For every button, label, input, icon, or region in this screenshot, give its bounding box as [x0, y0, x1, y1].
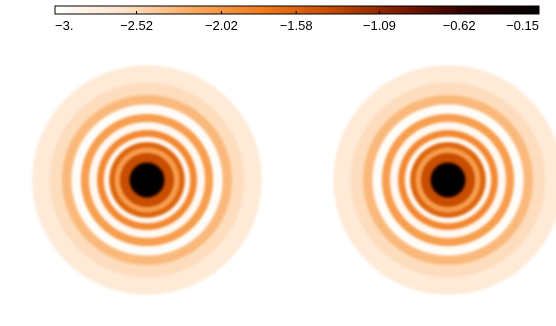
colorbar-tick-label: −1.09: [363, 18, 396, 33]
heatmap-peak: [434, 166, 462, 194]
colorbar-tick-label: −1.58: [280, 18, 313, 33]
colorbar-tick-label: −3.: [55, 18, 73, 33]
heatmap-panel-right: [313, 45, 556, 315]
colorbar-ticks: [54, 11, 540, 14]
colorbar-tick-label: −0.15: [506, 18, 539, 33]
colorbar-tick-label: −0.62: [443, 18, 476, 33]
colorbar-tick-label: −2.52: [120, 18, 153, 33]
colorbar-tick-label: −2.02: [205, 18, 238, 33]
colorbar-bar: [54, 5, 540, 15]
heatmap-panel-left: [12, 45, 282, 315]
heatmap-peak: [133, 166, 161, 194]
colorbar-labels: −3. −2.52 −2.02 −1.58 −1.09 −0.62 −0.15: [55, 18, 539, 33]
colorbar: −3. −2.52 −2.02 −1.58 −1.09 −0.62 −0.15: [54, 5, 540, 33]
